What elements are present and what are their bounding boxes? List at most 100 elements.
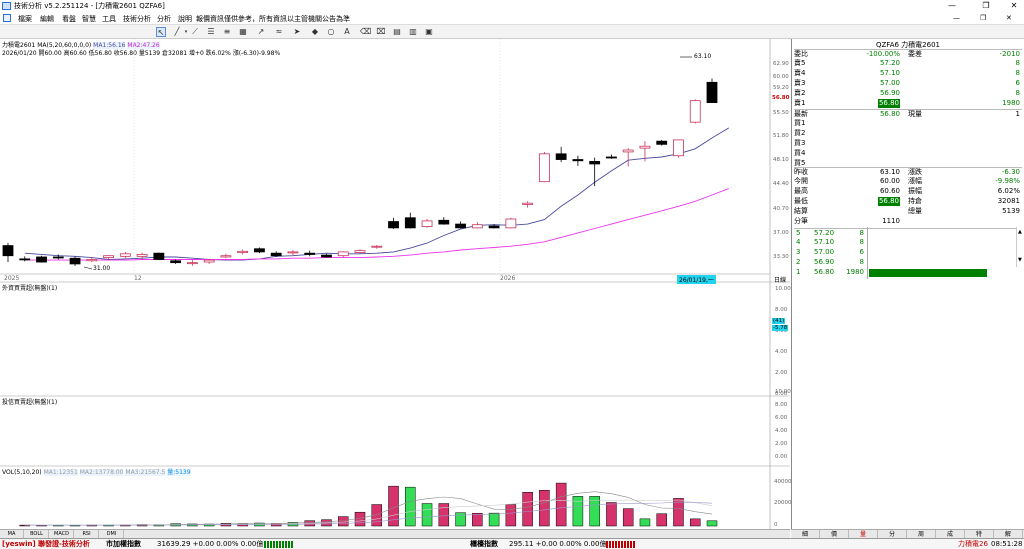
indicator-tab-rsi[interactable]: RSI — [75, 530, 99, 539]
depth-row[interactable]: 1 56.80 1980 — [794, 268, 1016, 277]
grid-tool-icon[interactable]: ▦ — [239, 27, 247, 36]
candle[interactable] — [438, 217, 450, 225]
candle[interactable] — [220, 253, 232, 259]
candle[interactable] — [404, 212, 416, 229]
candle[interactable] — [371, 244, 383, 249]
detail-tab-7[interactable]: 解 — [994, 530, 1023, 539]
candle[interactable] — [656, 139, 668, 146]
candle[interactable] — [522, 201, 534, 208]
detail-tab-4[interactable]: 周 — [907, 530, 936, 539]
candle[interactable] — [538, 151, 550, 183]
indicator-tab-dmi[interactable]: DMI — [100, 530, 124, 539]
panel-scrollbar[interactable]: ▲ ▼ — [1016, 227, 1024, 267]
candle[interactable] — [555, 146, 567, 163]
candle[interactable] — [270, 251, 282, 257]
depth-row[interactable]: 3 57.00 6 — [794, 248, 1016, 257]
mdi-minimize-button[interactable]: — — [953, 14, 960, 22]
detail-tab-3[interactable]: 分 — [878, 530, 907, 539]
chart-area[interactable]: 力積電2601 MA(5,20,60,0,0,0) MA1:56.16 MA2:… — [0, 39, 792, 529]
menu-file[interactable]: 檔案 — [18, 15, 32, 23]
menu-tools[interactable]: 工具 — [102, 15, 116, 23]
clear-tool-icon[interactable]: ⌧ — [376, 27, 386, 36]
menu-edit[interactable]: 編輯 — [40, 15, 54, 23]
candle[interactable] — [36, 255, 47, 263]
candle[interactable] — [254, 247, 265, 254]
indicator-tab-ma[interactable]: MA — [0, 530, 24, 539]
maximize-button[interactable]: ❐ — [982, 1, 990, 10]
cursor-tool-icon[interactable]: ↖ — [156, 27, 166, 37]
save-icon[interactable]: ▣ — [425, 27, 433, 36]
candle[interactable] — [622, 148, 634, 167]
menu-smart[interactable]: 智慧 — [82, 15, 96, 23]
ask-row[interactable]: 賣5 57.20 8 — [794, 59, 1022, 68]
candle[interactable] — [354, 249, 366, 254]
arrow-tool-icon[interactable]: ➤ — [293, 27, 301, 36]
channel-tool-icon[interactable]: ☰ — [207, 27, 215, 36]
depth-row[interactable]: 4 57.10 8 — [794, 238, 1016, 247]
candle[interactable] — [589, 157, 601, 187]
candle[interactable] — [421, 219, 433, 228]
candle[interactable] — [52, 254, 64, 260]
candle[interactable] — [488, 224, 500, 229]
depth-row[interactable]: 5 57.20 8 — [794, 228, 1016, 237]
fib-tool-icon[interactable]: ≡ — [223, 27, 231, 36]
candle[interactable] — [86, 256, 98, 263]
price-chart-svg[interactable] — [0, 39, 790, 529]
mdi-restore-button[interactable]: ❐ — [980, 14, 987, 22]
candle[interactable] — [153, 252, 165, 261]
candle[interactable] — [706, 78, 718, 103]
mdi-close-button[interactable]: ✕ — [1006, 14, 1012, 22]
ray-tool-icon[interactable]: ⟋ — [192, 27, 198, 36]
candle[interactable] — [69, 256, 81, 266]
trend-tool-icon[interactable]: ↗ — [257, 27, 265, 36]
candle[interactable] — [186, 260, 198, 266]
candle[interactable] — [689, 99, 701, 124]
detail-tab-6[interactable]: 特 — [965, 530, 994, 539]
candle[interactable] — [505, 217, 517, 229]
candle[interactable] — [237, 249, 249, 255]
candle[interactable] — [321, 253, 332, 258]
ask-row[interactable]: 賣3 57.00 6 — [794, 79, 1022, 88]
candle[interactable] — [572, 155, 584, 166]
candle[interactable] — [639, 141, 651, 162]
candle[interactable] — [19, 256, 31, 262]
indicator-tab-macd[interactable]: MACD — [50, 530, 74, 539]
menu-technical[interactable]: 技術分析 — [123, 15, 151, 23]
minimize-button[interactable]: — — [948, 1, 956, 10]
menu-watch[interactable]: 看盤 — [62, 15, 76, 23]
depth-row[interactable]: 2 56.90 8 — [794, 258, 1016, 267]
candle[interactable] — [287, 250, 299, 256]
candle[interactable] — [388, 217, 399, 230]
menu-analysis[interactable]: 分析 — [157, 15, 171, 23]
candle[interactable] — [471, 222, 483, 229]
candle[interactable] — [606, 154, 617, 159]
line-tool-icon[interactable]: ╱ — [174, 27, 180, 36]
indicator-tab-boll[interactable]: BOLL — [25, 530, 49, 539]
candle[interactable] — [136, 252, 148, 260]
layers-tool-icon[interactable]: ▤ — [393, 27, 401, 36]
line-dropdown-icon[interactable]: ▾ — [184, 29, 188, 35]
candle[interactable] — [170, 259, 182, 264]
text-tool-icon[interactable]: A — [344, 27, 350, 36]
erase-tool-icon[interactable]: ⌫ — [360, 27, 372, 36]
candle[interactable] — [673, 139, 684, 158]
candle[interactable] — [103, 255, 114, 261]
candle[interactable] — [337, 251, 349, 257]
detail-tab-0[interactable]: 細 — [791, 530, 820, 539]
close-button[interactable]: ✕ — [1010, 1, 1018, 10]
detail-tab-1[interactable]: 價 — [820, 530, 849, 539]
ellipse-tool-icon[interactable]: ○ — [327, 27, 335, 36]
detail-tab-5[interactable]: 成 — [936, 530, 965, 539]
menu-help[interactable]: 說明 — [178, 15, 192, 23]
candle[interactable] — [304, 250, 316, 257]
detail-tab-2[interactable]: 量 — [849, 530, 878, 539]
period-label[interactable]: 日線 — [774, 277, 787, 284]
ask-row[interactable]: 賣4 57.10 8 — [794, 69, 1022, 78]
ask-row[interactable]: 賣1 56.80 1980 — [794, 99, 1022, 108]
ask-row[interactable]: 賣2 56.90 8 — [794, 89, 1022, 98]
wave-tool-icon[interactable]: ≈ — [275, 27, 283, 36]
candle[interactable] — [119, 251, 131, 259]
shape-tool-icon[interactable]: ◆ — [311, 27, 319, 36]
candle[interactable] — [2, 243, 14, 263]
palette-tool-icon[interactable]: ▥ — [409, 27, 417, 36]
